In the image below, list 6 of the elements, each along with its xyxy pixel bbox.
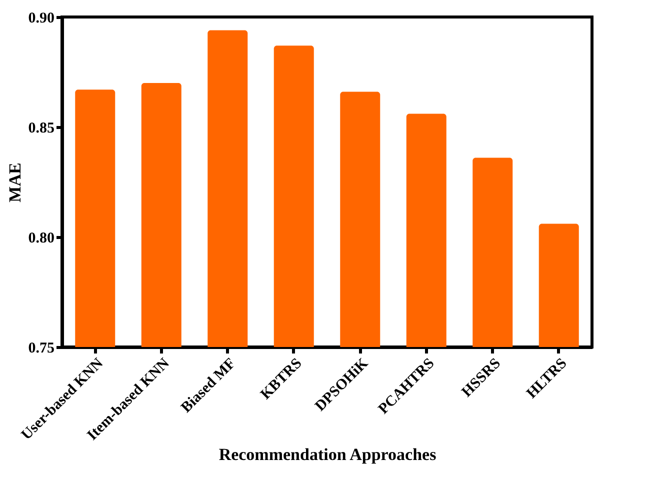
y-tick-label: 0.80 [28, 230, 54, 246]
y-tick-label: 0.85 [28, 120, 54, 136]
x-axis-title: Recommendation Approaches [218, 445, 437, 464]
y-tick-label: 0.90 [28, 10, 54, 26]
y-tick-label: 0.75 [28, 340, 54, 356]
y-axis-title: MAE [5, 162, 24, 202]
